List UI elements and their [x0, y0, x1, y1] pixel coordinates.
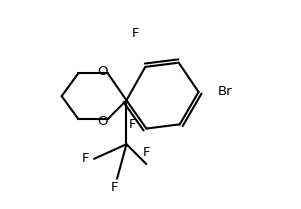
Text: Br: Br — [217, 85, 232, 98]
Text: O: O — [97, 115, 108, 128]
Text: F: F — [132, 27, 140, 40]
Text: O: O — [97, 65, 108, 78]
Text: F: F — [82, 152, 89, 165]
Text: F: F — [111, 181, 119, 194]
Text: F: F — [143, 146, 150, 159]
Text: F: F — [129, 118, 136, 131]
